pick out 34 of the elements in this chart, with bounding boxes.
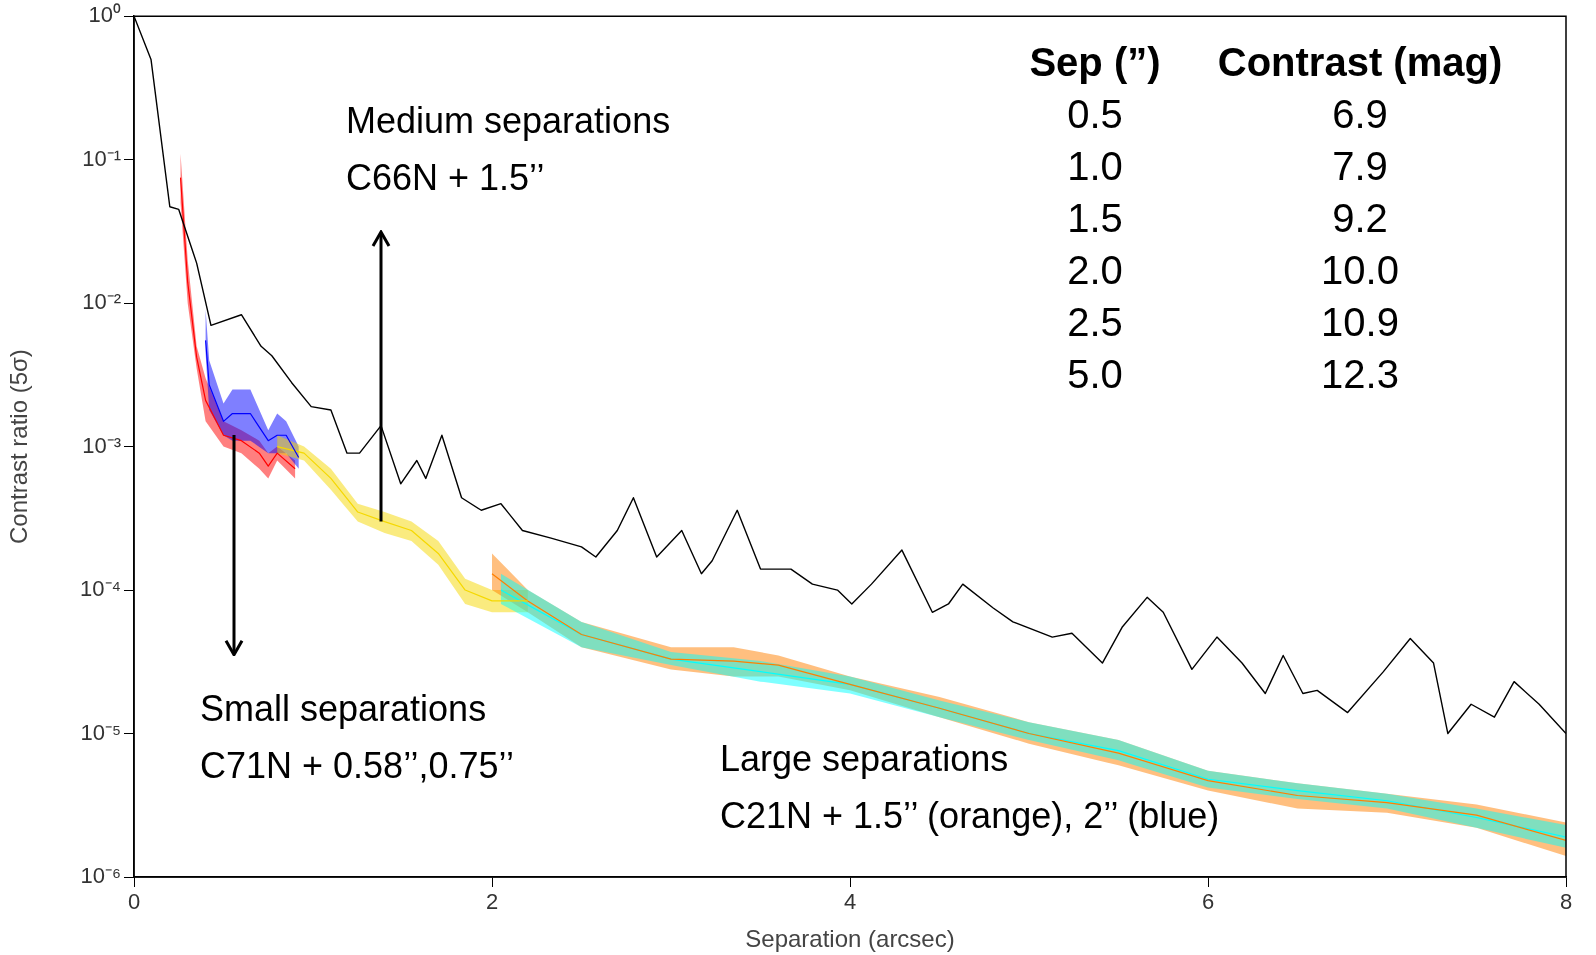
y-axis-title: Contrast ratio (5σ): [5, 349, 33, 545]
annotation: 2.0: [1066, 248, 1124, 293]
annotation: 10.0: [1320, 248, 1400, 293]
annotation: 10.9: [1320, 300, 1400, 345]
annotation: C71N + 0.58’’,0.75’’: [200, 744, 514, 788]
y-tick-label: 10⁻⁵: [80, 719, 121, 745]
x-tick-label: 6: [1201, 889, 1215, 915]
y-tick-label: 10⁻⁴: [80, 576, 121, 602]
y-tick-label: 10⁰: [88, 2, 121, 28]
annotation: 12.3: [1320, 352, 1400, 397]
annotation: C21N + 1.5’’ (orange), 2’’ (blue): [720, 794, 1220, 838]
x-tick-label: 4: [843, 889, 857, 915]
annotation: 1.0: [1066, 144, 1124, 189]
y-tick-label: 10⁻⁶: [80, 863, 121, 889]
y-tick-label: 10⁻¹: [82, 145, 121, 171]
annotation: Large separations: [720, 737, 1010, 781]
annotation: 5.0: [1066, 352, 1124, 397]
annotation: 2.5: [1066, 300, 1124, 345]
y-tick-label: 10⁻³: [82, 432, 121, 458]
x-tick-label: 2: [485, 889, 499, 915]
annotation: 9.2: [1331, 196, 1389, 241]
y-tick-label: 10⁻²: [82, 289, 121, 315]
annotation: 6.9: [1331, 92, 1389, 137]
annotation: C66N + 1.5’’: [346, 156, 546, 200]
x-tick-label: 8: [1559, 889, 1573, 915]
annotation: Contrast (mag): [1216, 40, 1504, 85]
annotation: 7.9: [1331, 144, 1389, 189]
annotation: Sep (”): [1028, 40, 1162, 85]
annotation: Small separations: [200, 687, 488, 731]
annotation: 1.5: [1066, 196, 1124, 241]
x-tick-label: 0: [127, 889, 141, 915]
x-axis-title: Separation (arcsec): [745, 925, 955, 953]
annotation: 0.5: [1066, 92, 1124, 137]
annotation: Medium separations: [346, 99, 671, 143]
